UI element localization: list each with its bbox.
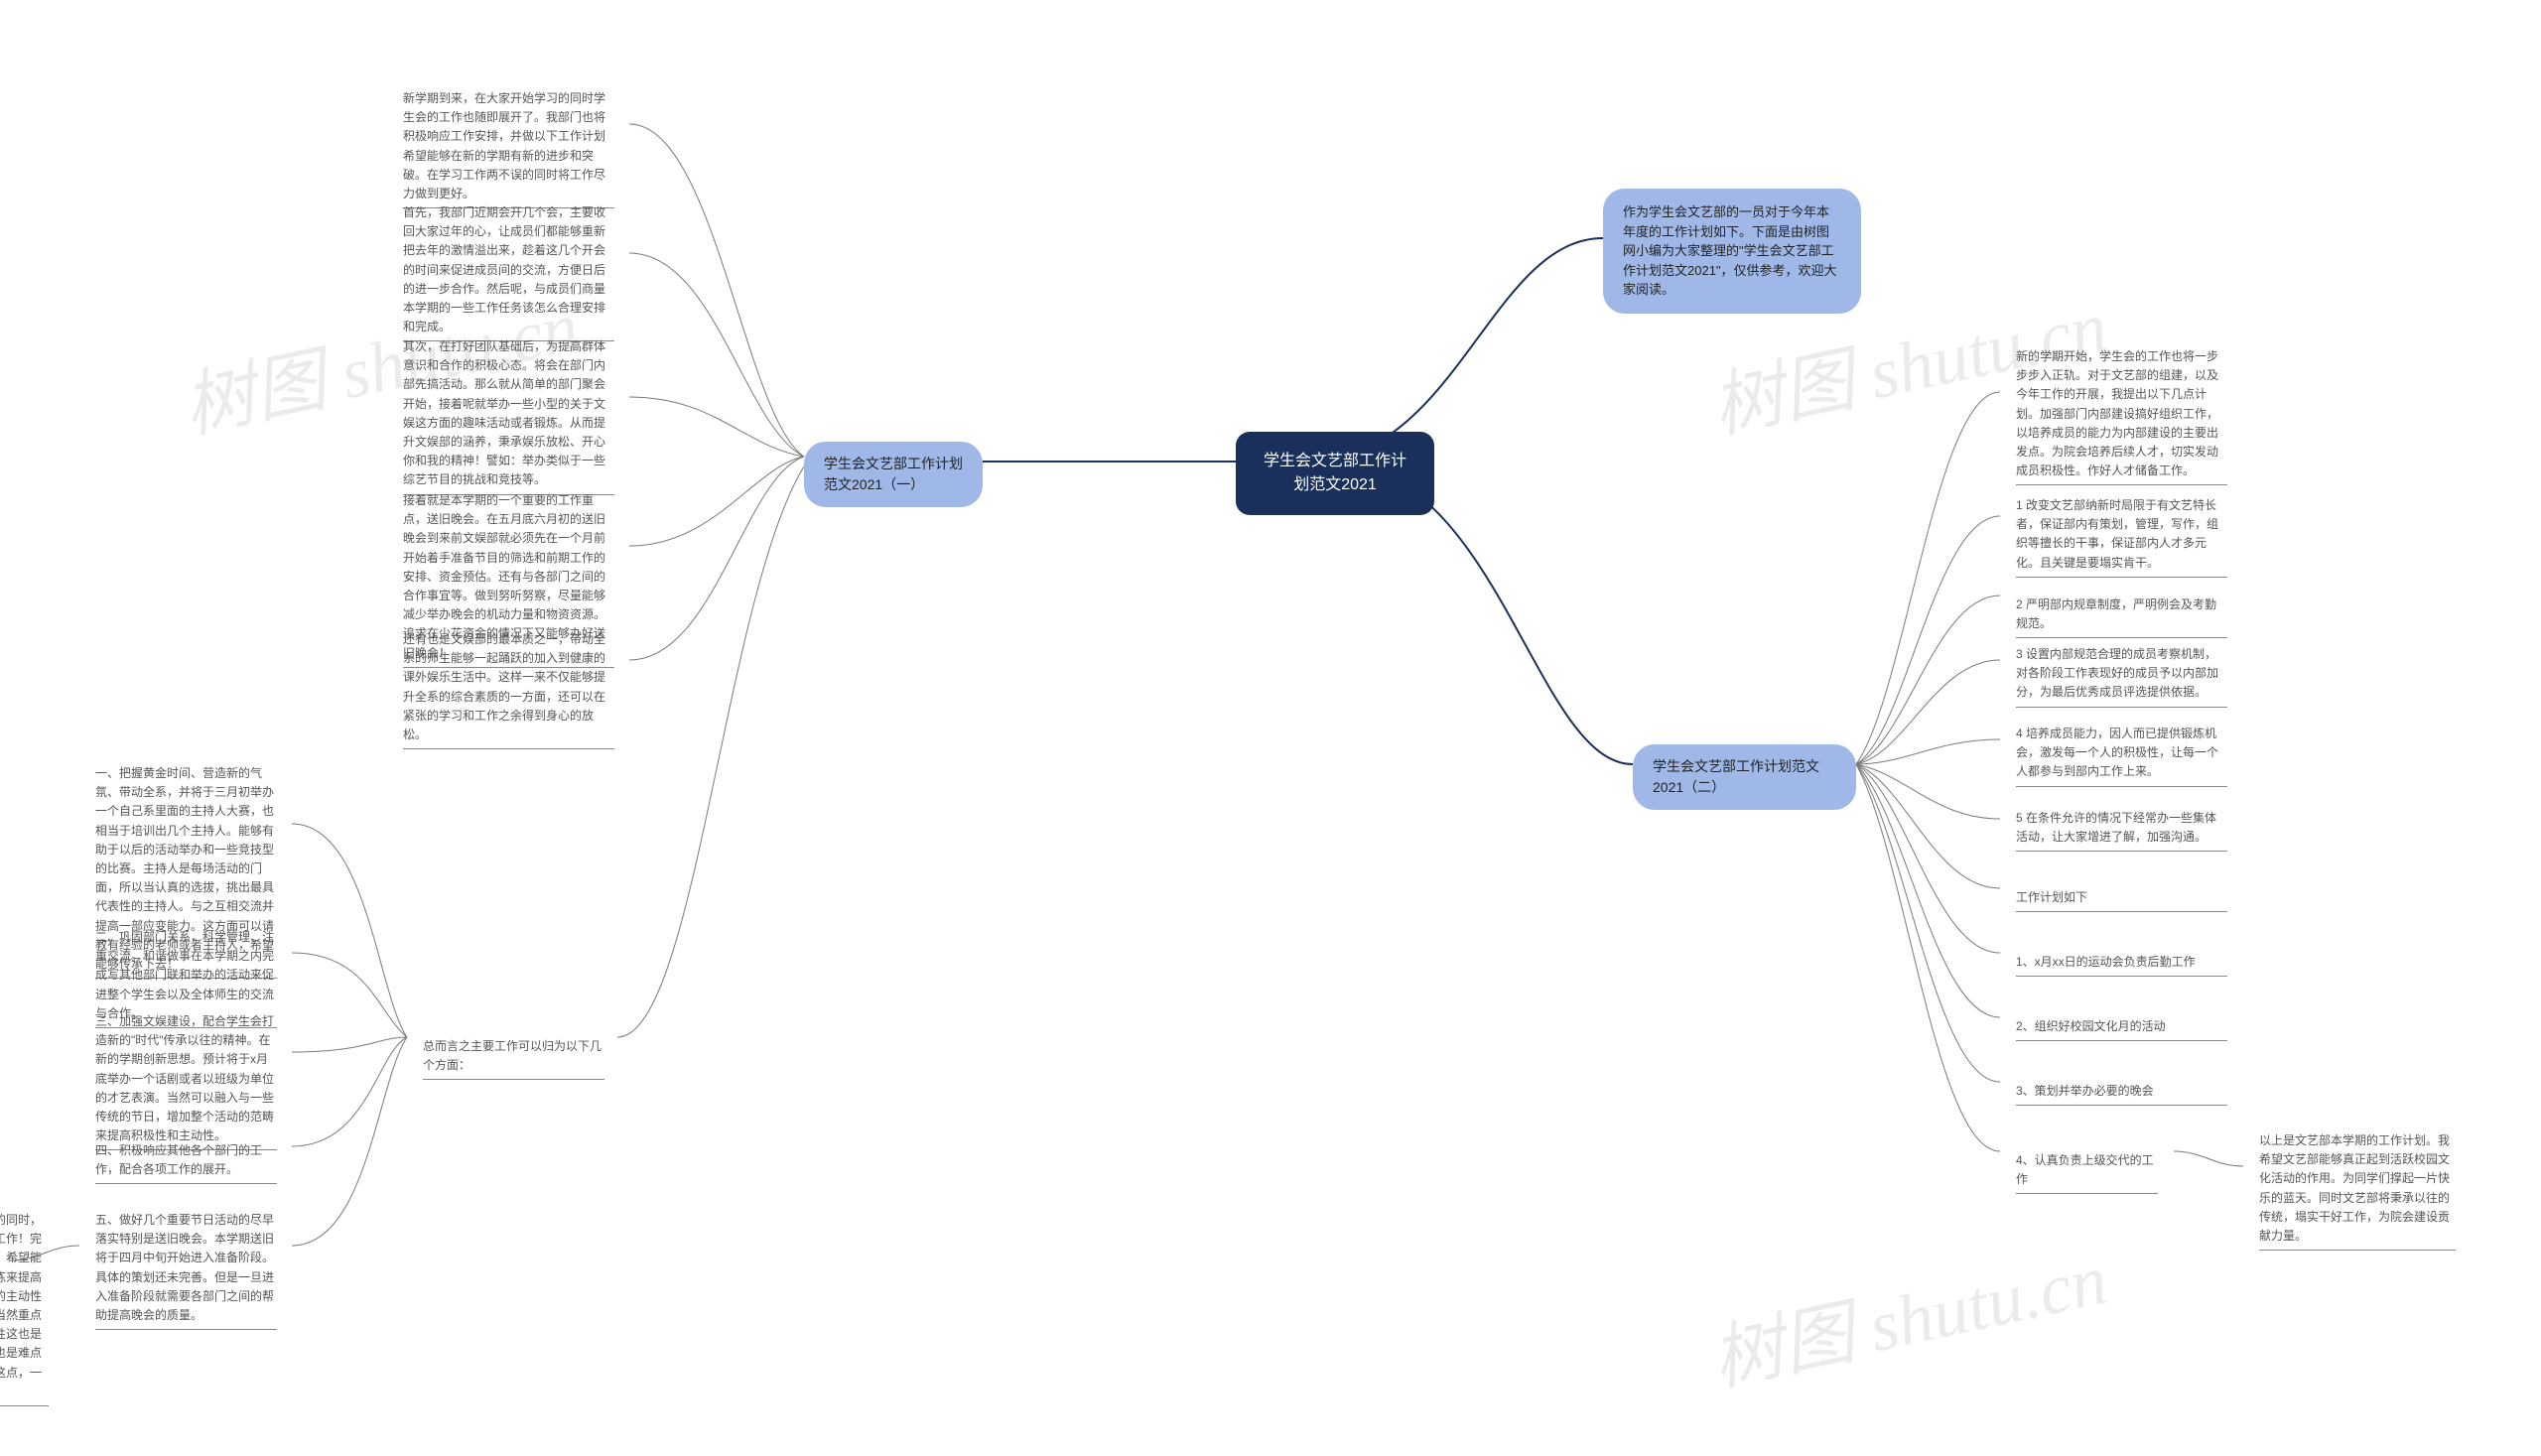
mindmap-root: 学生会文艺部工作计划范文2021 [1236,432,1434,515]
branch2-title: 学生会文艺部工作计划范文2021（二） [1633,744,1856,810]
branch2-plan-4: 4、认真负责上级交代的工作 [2000,1141,2174,1204]
branch1-closing: 我部门将在做好本职的同时，尽力协助其他学生会工作！完成本学期的工作计划。希望能够… [0,1201,65,1416]
branch2-intro: 新的学期开始，学生会的工作也将一步步步入正轨。对于文艺部的组建，以及今年工作的开… [2000,337,2243,495]
watermark: 树图 shutu.cn [1700,1220,2114,1405]
branch2-plan-3: 3、策划并举办必要的晚会 [2000,1072,2243,1116]
branch2-item-1: 1 改变文艺部纳新时局限于有文艺特长者，保证部内有策划，管理，写作，组织等擅长的… [2000,486,2243,588]
branch2-plan-2: 2、组织好校园文化月的活动 [2000,1007,2243,1051]
branch2-item-4: 4 培养成员能力，因人而已提供锻炼机会，激发每一个人的积极性，让每一个人都参与到… [2000,715,2243,797]
branch1-summary-5: 五、做好几个重要节日活动的尽早落实特别是送旧晚会。本学期送旧将于四月中旬开始进入… [79,1201,293,1340]
branch1-item-3: 其次，在打好团队基础后，为提高群体意识和合作的积极心态。将会在部门内部先搞活动。… [387,328,630,505]
branch2-closing: 以上是文艺部本学期的工作计划。我希望文艺部能够真正起到活跃校园文化活动的作用。为… [2243,1122,2472,1260]
branch1-summary-label: 总而言之主要工作可以归为以下几个方面： [407,1027,620,1090]
intro-note: 作为学生会文艺部的一员对于今年本年度的工作计划如下。下面是由树图网小编为大家整理… [1603,189,1861,314]
branch1-item-5: 还有也是文娱部的最本质之一，带动全系的师生能够一起踊跃的加入到健康的课外娱乐生活… [387,620,630,759]
branch2-item-5: 5 在条件允许的情况下经常办一些集体活动，让大家增进了解，加强沟通。 [2000,799,2243,861]
branch1-summary-4: 四、积极响应其他各个部门的工作，配合各项工作的展开。 [79,1131,293,1194]
branch2-plan-label: 工作计划如下 [2000,878,2243,922]
branch2-plan-1: 1、x月xx日的运动会负责后勤工作 [2000,943,2243,987]
branch2-item-3: 3 设置内部规范合理的成员考察机制，对各阶段工作表现好的成员予以内部加分，为最后… [2000,635,2243,718]
branch1-title: 学生会文艺部工作计划范文2021（一） [804,442,983,507]
